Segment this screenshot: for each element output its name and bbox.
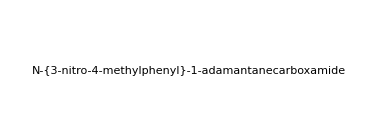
Text: N-{3-nitro-4-methylphenyl}-1-adamantanecarboxamide: N-{3-nitro-4-methylphenyl}-1-adamantanec… [32, 66, 346, 76]
